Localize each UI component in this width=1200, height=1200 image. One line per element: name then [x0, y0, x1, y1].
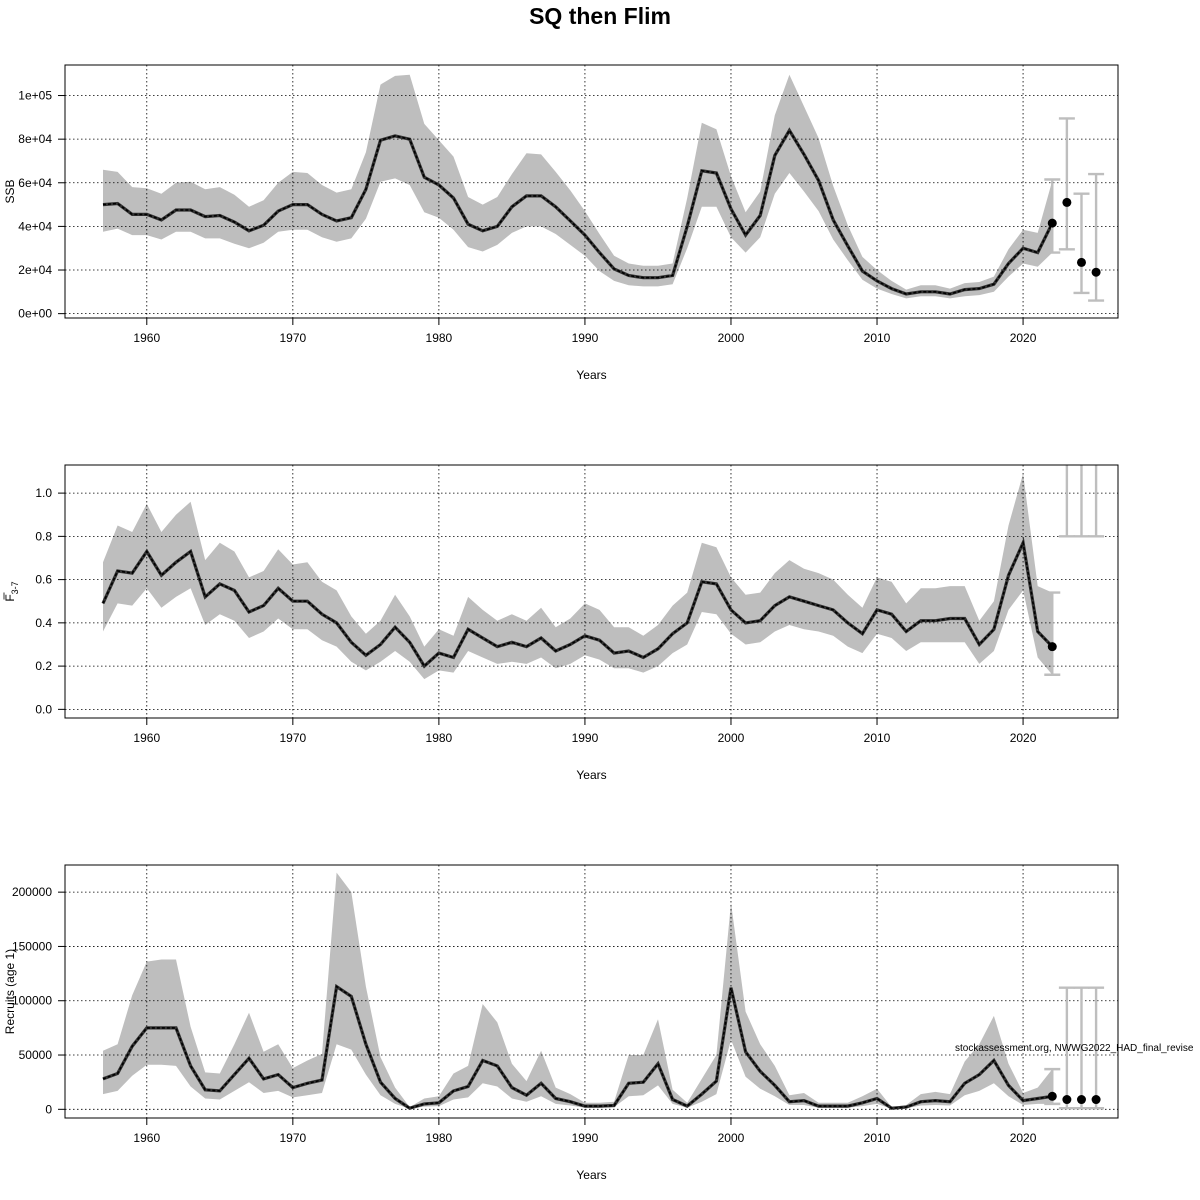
recruits-confidence-band — [103, 872, 1053, 1109]
ssb-forecast-errorbar-1 — [1058, 117, 1075, 251]
recruits-plot-frame — [64, 864, 1119, 1119]
recruits-xtick-label-6: 2020 — [1010, 1131, 1037, 1145]
ssb-forecast-errorbar-2 — [1073, 192, 1090, 295]
fbar-xtick-label-0: 1960 — [133, 731, 160, 745]
recruits-xtick-label-2: 1980 — [426, 1131, 453, 1145]
ssb-forecast-point-3 — [1091, 267, 1101, 277]
ssb-xlabel: Years — [576, 368, 606, 382]
recruits-xtick-label-5: 2010 — [864, 1131, 891, 1145]
ssb-ylabel: SSB — [3, 179, 17, 203]
ssb-xtick-label-1: 1970 — [279, 331, 306, 345]
ssb-ytick-label-2: 4e+04 — [18, 219, 52, 233]
fbar-confidence-band — [103, 473, 1053, 680]
ssb-panel: 1960 1970 1980 1990 2000 2010 2020 0e+00 2e+04 4e… — [3, 64, 1119, 382]
ssb-forecast-errorbar-3 — [1088, 172, 1105, 302]
fbar-panel: 1960 1970 1980 1990 2000 2010 2020 0.0 0.2 0.4 0.6… — [3, 464, 1119, 782]
recruits-forecast-point-2 — [1076, 1095, 1086, 1105]
recruits-forecast-errorbar-2 — [1073, 986, 1090, 1110]
recruits-forecast-point-1 — [1062, 1095, 1072, 1105]
figure-title: SQ then Flim — [529, 3, 671, 29]
fbar-ytick-label-5: 1.0 — [35, 486, 52, 500]
ssb-ytick-label-4: 8e+04 — [18, 132, 52, 146]
recruits-ytick-label-0: 0 — [45, 1102, 52, 1116]
recruits-forecast-point-3 — [1091, 1095, 1101, 1105]
ssb-ytick-label-5: 1e+05 — [18, 89, 52, 103]
fbar-forecast-point-0 — [1047, 642, 1057, 652]
ssb-xtick-label-4: 2000 — [718, 331, 745, 345]
recruits-forecast-errorbar-3 — [1088, 986, 1105, 1110]
recruits-forecast-point-0 — [1047, 1091, 1057, 1101]
ssb-forecast-point-2 — [1076, 257, 1086, 267]
fbar-xtick-label-4: 2000 — [718, 731, 745, 745]
ssb-xtick-label-2: 1980 — [426, 331, 453, 345]
recruits-estimate-line-dash — [102, 985, 1053, 1110]
recruits-xtick-label-1: 1970 — [279, 1131, 306, 1145]
ssb-xtick-label-6: 2020 — [1010, 331, 1037, 345]
fbar-xtick-label-6: 2020 — [1010, 731, 1037, 745]
fbar-forecast-errorbar-3 — [1088, 465, 1105, 538]
recruits-panel: 1960 1970 1980 1990 2000 2010 2020 0 50000 100000… — [3, 864, 1119, 1182]
watermark-text: stockassessment.org, NWWG2022_HAD_final_… — [955, 1043, 1194, 1054]
fbar-xtick-label-1: 1970 — [279, 731, 306, 745]
recruits-ylabel: Recruits (age 1) — [3, 949, 17, 1034]
fbar-xlabel: Years — [576, 768, 606, 782]
fbar-forecast-errorbar-1 — [1058, 465, 1075, 538]
ssb-forecast-errorbar-0 — [1044, 178, 1061, 254]
fbar-ytick-label-3: 0.6 — [35, 573, 52, 587]
ssb-ytick-label-3: 6e+04 — [18, 176, 52, 190]
fbar-xtick-label-5: 2010 — [864, 731, 891, 745]
fbar-ytick-label-1: 0.2 — [35, 659, 52, 673]
recruits-ytick-label-3: 150000 — [12, 939, 52, 953]
fbar-ytick-label-4: 0.8 — [35, 529, 52, 543]
ssb-estimate-line-dash — [102, 128, 1054, 295]
ssb-xtick-label-3: 1990 — [572, 331, 599, 345]
recruits-forecast-errorbar-1 — [1058, 986, 1075, 1110]
ssb-xtick-label-5: 2010 — [864, 331, 891, 345]
recruits-xlabel: Years — [576, 1168, 606, 1182]
recruits-ytick-label-1: 50000 — [19, 1048, 53, 1062]
ssb-ytick-label-0: 0e+00 — [18, 307, 52, 321]
ssb-forecast-point-0 — [1047, 218, 1057, 228]
fbar-estimate-line-dash — [102, 540, 1053, 668]
ssb-plot-frame — [64, 64, 1119, 319]
fbar-ytick-label-2: 0.4 — [35, 616, 52, 630]
ssb-forecast-point-1 — [1062, 197, 1072, 207]
fbar-xtick-label-3: 1990 — [572, 731, 599, 745]
fbar-forecast-errorbar-2 — [1073, 465, 1090, 538]
fbar-forecast-errorbar-0 — [1044, 591, 1061, 676]
fbar-ylabel: F3-7 — [3, 581, 20, 601]
recruits-xtick-label-0: 1960 — [133, 1131, 160, 1145]
recruits-xtick-label-3: 1990 — [572, 1131, 599, 1145]
recruits-xtick-label-4: 2000 — [718, 1131, 745, 1145]
ssb-confidence-band — [103, 74, 1053, 299]
fbar-plot-frame — [64, 464, 1119, 719]
ssb-xtick-label-0: 1960 — [133, 331, 160, 345]
recruits-ytick-label-2: 100000 — [12, 994, 52, 1008]
fbar-xtick-label-2: 1980 — [426, 731, 453, 745]
fbar-ytick-label-0: 0.0 — [35, 702, 52, 716]
ssb-ytick-label-1: 2e+04 — [18, 263, 52, 277]
recruits-ytick-label-4: 200000 — [12, 885, 52, 899]
